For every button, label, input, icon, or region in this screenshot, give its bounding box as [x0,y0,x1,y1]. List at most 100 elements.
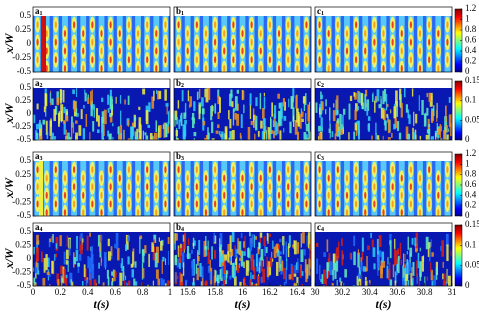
stripe [422,161,427,216]
streak [145,110,149,125]
stripe [263,16,267,72]
streak [361,237,364,252]
blob-core [204,47,208,55]
streak [361,275,363,286]
blob-core [305,21,308,29]
streak [395,90,398,107]
colorbar-tick-label: 1 [465,158,470,168]
streak [45,254,48,271]
streak [162,256,165,262]
streak [35,259,38,268]
streak [139,237,141,254]
colorbar-tick-label: 0.8 [465,24,477,34]
blob-core [305,166,308,174]
streak [111,281,114,286]
streak [381,251,385,263]
panel-letter: b [176,222,181,232]
streak [120,124,123,135]
streak [60,110,63,123]
streak [152,135,154,140]
blob-core [177,200,180,208]
blob-core [428,38,431,46]
blob-core [345,209,349,216]
streak [46,257,50,268]
streak [278,110,281,127]
stripe [131,16,136,72]
blob-core [214,200,217,208]
streak [67,260,69,272]
streak [415,113,418,124]
streak [267,233,269,244]
stripe [33,16,35,72]
colorbar-tick-label: 0 [465,210,470,220]
blob-core [73,166,76,174]
streak [213,275,216,286]
heatmap-texture [174,161,311,216]
label-box [175,8,187,16]
blob-core [195,200,198,208]
blob-core [345,191,349,199]
streak [442,261,444,268]
streak [397,255,400,260]
streak [256,275,260,286]
streak [385,93,388,111]
y-tick-label: -0.5 [17,280,32,290]
streak [56,91,59,104]
streak [42,277,46,286]
blob-core [305,38,308,46]
streak [261,130,264,140]
streak [255,253,258,267]
streak [219,256,222,263]
streak [234,96,238,111]
blob-core [409,21,412,29]
streak [68,136,72,140]
x-axis-label: t(s) [376,297,392,311]
streak [62,90,65,103]
blob-core [204,191,208,199]
blob-core [296,30,299,37]
streak [217,111,220,119]
streak [232,108,235,126]
panel-frame [314,222,453,287]
streak [376,239,379,253]
streak [149,133,153,139]
heatmap-texture [33,88,170,140]
streak [182,252,185,268]
streak [214,103,217,114]
streak [440,125,442,132]
streak [125,282,129,286]
streak [125,244,127,252]
blob-core [305,200,308,208]
streak [44,93,47,110]
streak [164,258,167,265]
heatmap: b4 [173,222,312,287]
panel-subscript: 4 [181,227,184,233]
streak [87,97,90,104]
streak [192,277,195,286]
streak [76,235,78,249]
colorbar [454,80,463,141]
streak [394,280,397,286]
y-tick-label: 0.25 [15,95,31,105]
blob-core [136,30,140,37]
streak [371,239,374,248]
streak [128,280,131,286]
stripe [368,161,372,216]
streak [83,104,85,109]
streak [403,263,406,268]
y-tick-label: 0.5 [20,155,32,165]
blob-core [409,38,412,46]
streak [147,284,149,286]
streak [259,237,262,244]
streak [342,114,344,129]
streak [339,114,342,131]
streak [362,266,366,272]
streak [415,134,417,140]
blob-core [73,56,76,64]
streak [266,261,270,278]
streak [111,271,114,276]
streak [444,105,447,122]
streak [226,269,228,279]
streak [448,114,452,128]
streak [260,248,264,261]
